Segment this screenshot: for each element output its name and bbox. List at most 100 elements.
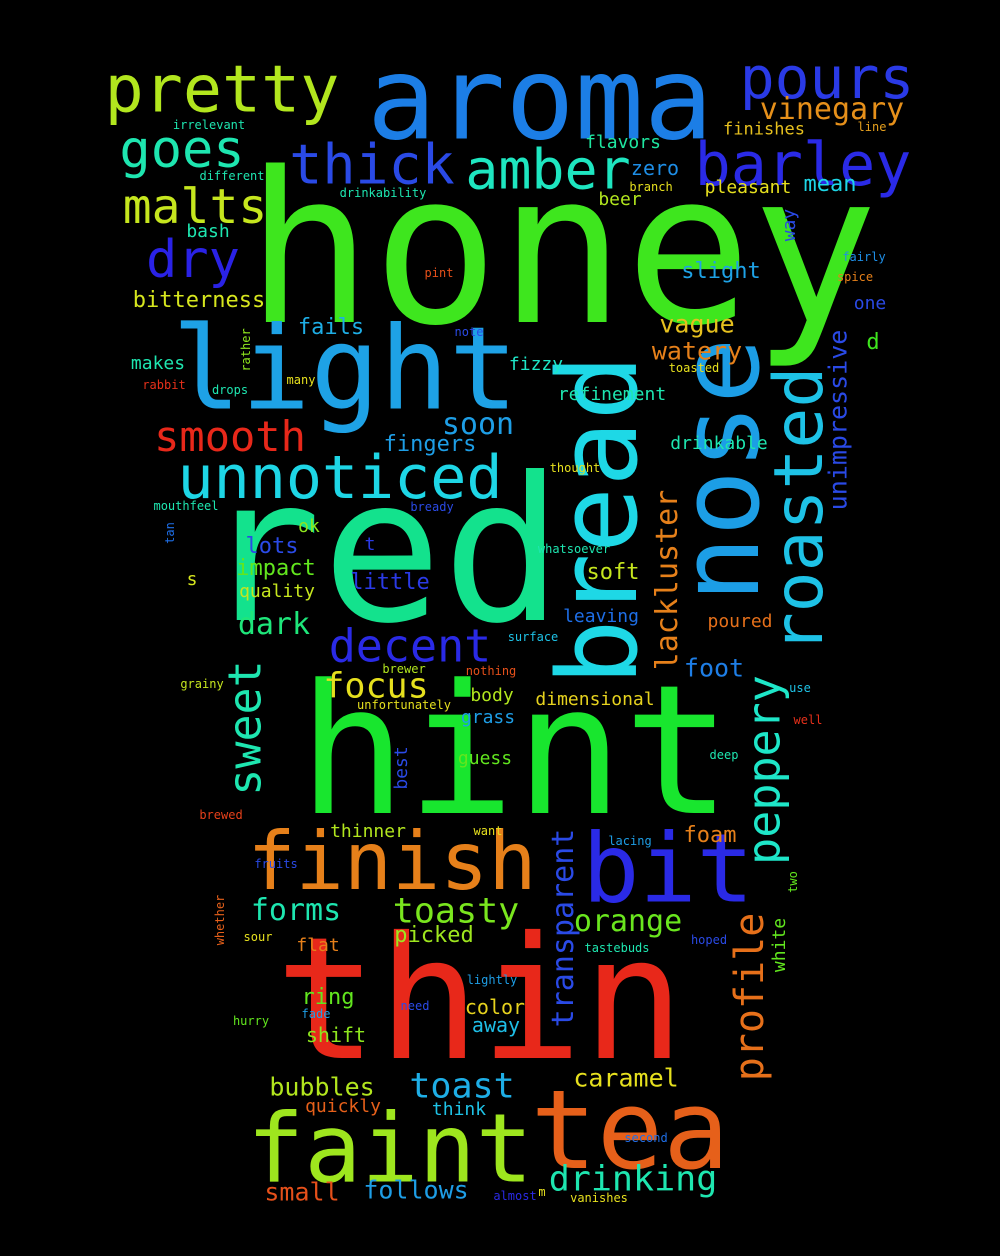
word-think: think	[431, 1099, 487, 1120]
word-m: m	[538, 1185, 546, 1199]
word-peppery: peppery	[737, 675, 791, 865]
word-focus: focus	[323, 666, 429, 707]
word-flat: flat	[296, 935, 340, 956]
word-want: want	[473, 824, 503, 838]
word-way: way	[779, 208, 800, 242]
word-thinner: thinner	[330, 821, 406, 842]
word-drops: drops	[211, 383, 249, 397]
word-brewed: brewed	[199, 808, 243, 822]
word-beer: beer	[598, 189, 642, 210]
word-vanishes: vanishes	[570, 1191, 628, 1205]
word-small: small	[264, 1177, 340, 1207]
word-surface: surface	[507, 630, 559, 644]
word-vinegary: vinegary	[759, 92, 905, 127]
word-amber: amber	[465, 137, 631, 202]
word-orange: orange	[573, 904, 683, 939]
word-fizzy: fizzy	[508, 354, 564, 375]
word-honey: honey	[245, 127, 879, 372]
word-bready: bready	[410, 500, 454, 514]
word-hint: hint	[298, 647, 732, 856]
word-grainy: grainy	[180, 677, 224, 691]
word-body: body	[470, 685, 514, 706]
word-fingers: fingers	[383, 432, 477, 457]
word-bit: bit	[582, 814, 754, 925]
word-almost: almost	[493, 1189, 537, 1203]
word-lots: lots	[245, 534, 299, 559]
word-drinking: drinking	[548, 1159, 718, 1200]
word-faint: faint	[247, 1094, 533, 1205]
word-hurry: hurry	[232, 1014, 270, 1028]
word-pint: pint	[424, 266, 454, 280]
word-shift: shift	[305, 1023, 367, 1047]
word-leaving: leaving	[563, 606, 639, 627]
word-follows: follows	[363, 1175, 469, 1205]
word-quality: quality	[239, 581, 315, 602]
word-two: two	[786, 871, 800, 893]
word-whether: whether	[213, 894, 227, 946]
word-fails: fails	[297, 315, 365, 340]
word-second: second	[624, 1131, 668, 1145]
word-barley: barley	[694, 130, 912, 200]
word-picked: picked	[394, 923, 474, 948]
word-sweet: sweet	[218, 660, 272, 796]
word-lackluster: lackluster	[650, 489, 685, 671]
word-impact: impact	[236, 556, 316, 581]
word-caramel: caramel	[573, 1063, 679, 1093]
word-bitterness: bitterness	[132, 288, 266, 313]
word-rabbit: rabbit	[142, 378, 186, 392]
word-unnoticed: unnoticed	[177, 443, 503, 513]
word-tea: tea	[530, 1066, 730, 1194]
word-foot: foot	[683, 653, 745, 683]
word-foam: foam	[683, 823, 737, 848]
word-pours: pours	[739, 44, 915, 112]
word-thin: thin	[275, 901, 685, 1099]
word-slight: slight	[681, 259, 761, 284]
word-watery: watery	[651, 336, 743, 366]
word-t: t	[364, 534, 376, 555]
word-deep: deep	[709, 748, 739, 762]
word-zero: zero	[630, 156, 680, 180]
word-little: little	[350, 570, 430, 595]
word-forms: forms	[250, 893, 342, 928]
word-pleasant: pleasant	[704, 177, 792, 198]
word-toast: toast	[409, 1066, 515, 1107]
word-rather: rather	[239, 328, 253, 372]
word-profile: profile	[727, 912, 773, 1082]
word-light: light	[171, 302, 519, 437]
word-tan: tan	[163, 522, 177, 544]
word-decent: decent	[328, 619, 492, 673]
word-soon: soon	[441, 407, 515, 442]
word-bash: bash	[186, 221, 230, 242]
word-drinkability: drinkability	[339, 186, 427, 200]
word-grass: grass	[460, 707, 516, 728]
word-finishes: finishes	[723, 119, 805, 140]
word-nothing: nothing	[465, 664, 517, 678]
word-different: different	[199, 169, 265, 183]
word-smooth: smooth	[154, 412, 306, 461]
word-flavors: flavors	[585, 132, 661, 153]
word-fade: fade	[301, 1007, 331, 1021]
word-tastebuds: tastebuds	[584, 941, 650, 955]
word-goes: goes	[119, 120, 245, 180]
word-fairly: fairly	[842, 250, 886, 264]
word-line: line	[857, 120, 887, 134]
word-poured: poured	[707, 611, 773, 632]
word-away: away	[471, 1013, 521, 1037]
word-mean: mean	[803, 172, 857, 197]
word-finish: finish	[247, 815, 537, 908]
word-white: white	[769, 917, 790, 973]
word-spice: spice	[836, 270, 874, 284]
word-bubbles: bubbles	[269, 1072, 375, 1102]
word-thick: thick	[289, 132, 455, 197]
word-need: need	[400, 999, 430, 1013]
word-brewer: brewer	[382, 662, 426, 676]
word-dark: dark	[237, 607, 311, 642]
word-irrelevant: irrelevant	[172, 118, 246, 132]
word-s: s	[186, 569, 198, 590]
word-branch: branch	[629, 180, 673, 194]
word-fruits: fruits	[254, 857, 298, 871]
word-quickly: quickly	[305, 1096, 381, 1117]
word-aroma: aroma	[366, 32, 714, 167]
word-soft: soft	[586, 560, 640, 585]
